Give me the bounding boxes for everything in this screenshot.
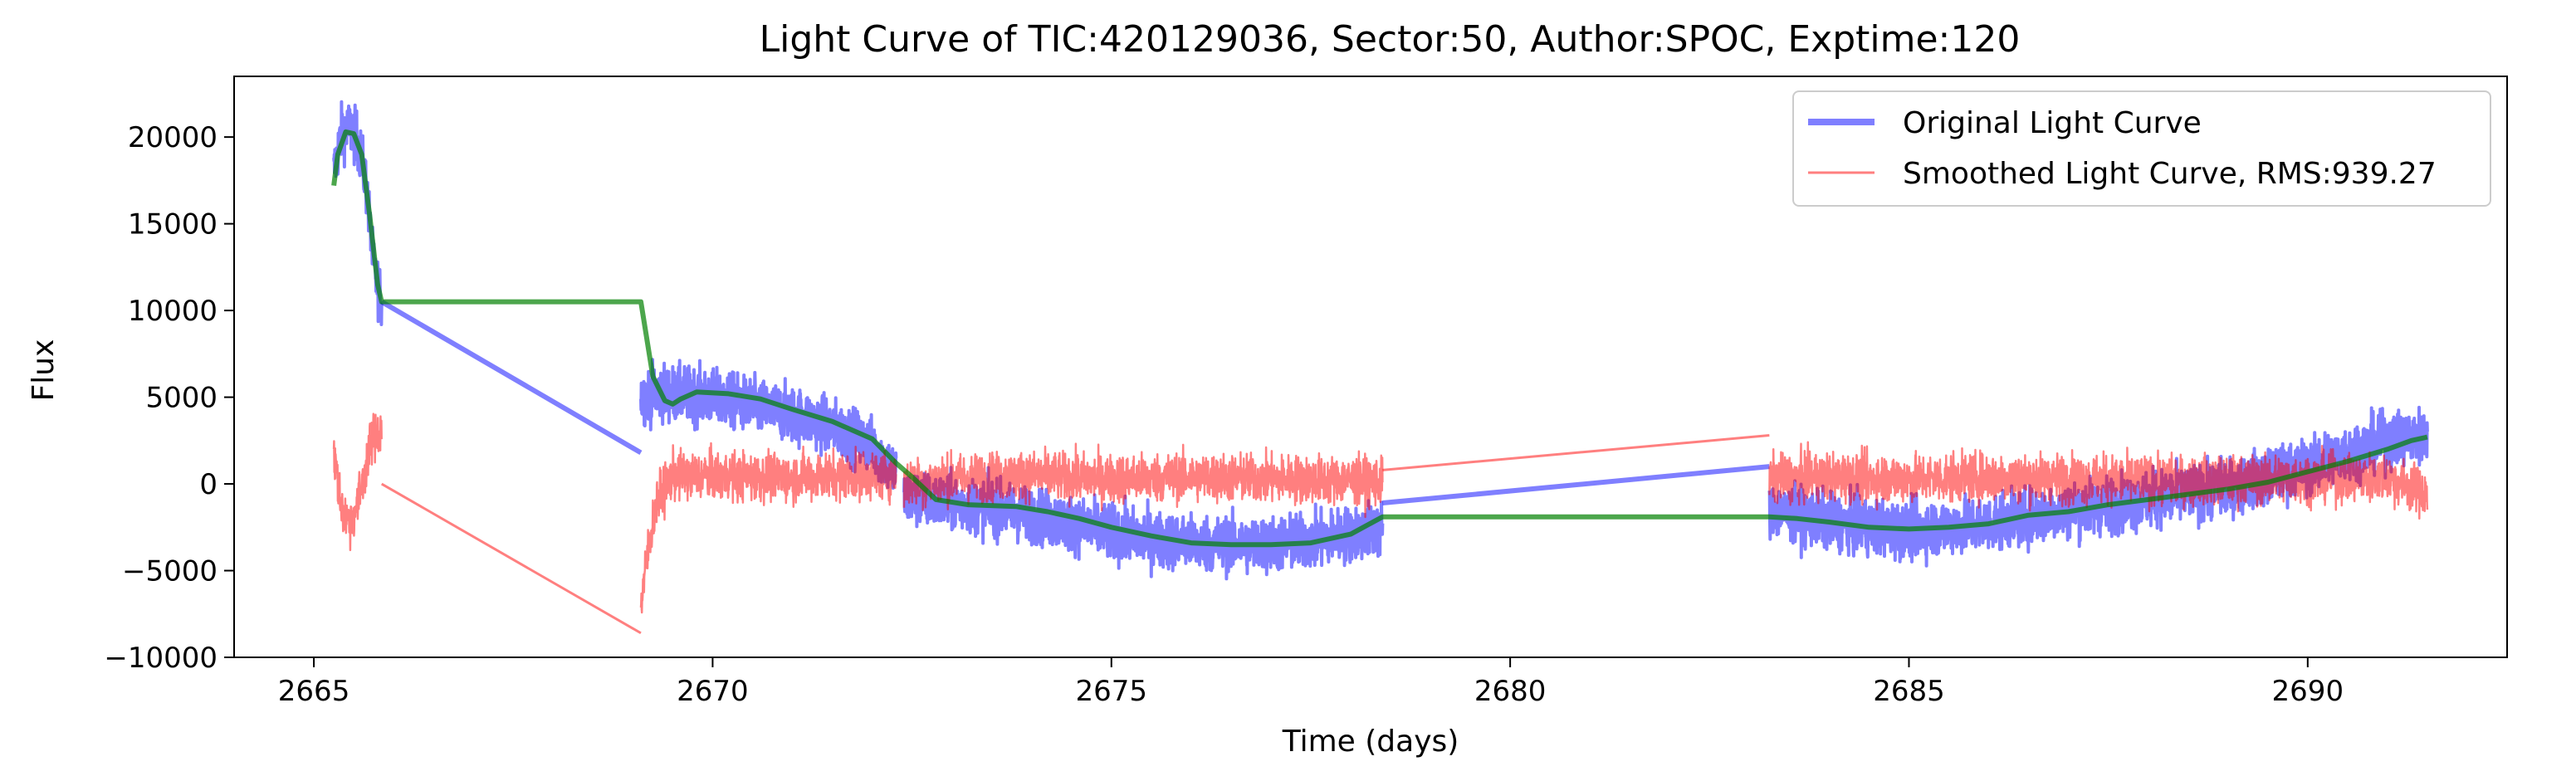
legend-box [1792,90,2491,207]
original-light-curve-gap-connector [1382,464,1770,506]
y-tick-label: 20000 [128,121,218,154]
smoothed-light-curve-gap-connector [1382,434,1770,471]
y-tick-label: 10000 [128,295,218,328]
smoothed-light-curve-gap-connector [380,482,642,635]
smoothed-light-curve-segment [1768,441,2429,520]
legend-label-smoothed: Smoothed Light Curve, RMS:939.27 [1903,157,2437,191]
trend-line-series [331,129,2428,548]
x-axis-label: Time (days) [1282,725,1459,759]
trend-line [331,129,2428,548]
x-tick-label: 2670 [677,675,749,708]
original-light-curve-segment [639,358,898,490]
smoothed-light-curve-segment [639,442,897,614]
legend-label-original: Original Light Curve [1903,106,2202,140]
x-tick-label: 2690 [2272,675,2344,708]
original-light-curve-segment [332,100,384,326]
smoothed-light-curve-segment [902,442,1384,519]
x-tick-label: 2685 [1873,675,1945,708]
y-axis: −10000 −5000 0 5000 10000 15000 20000 [104,121,234,675]
y-tick-label: −10000 [104,642,218,675]
x-tick-label: 2680 [1474,675,1547,708]
y-tick-label: −5000 [122,555,218,588]
y-tick-label: 15000 [128,208,218,242]
x-axis: 2665 2670 2675 2680 2685 2690 [278,657,2344,708]
chart-title: Light Curve of TIC:420129036, Sector:50,… [760,18,2021,61]
plot-area [331,100,2429,635]
x-tick-label: 2665 [278,675,350,708]
legend: Original Light Curve Smoothed Light Curv… [1792,90,2491,207]
x-tick-label: 2675 [1076,675,1148,708]
y-tick-label: 5000 [145,382,218,415]
smoothed-light-curve-segment [332,412,383,552]
smoothed-light-curve-series [332,412,2429,635]
y-tick-label: 0 [199,468,218,501]
original-light-curve-gap-connector [380,300,643,456]
y-axis-label: Flux [27,339,61,402]
plot-frame [233,76,2508,658]
